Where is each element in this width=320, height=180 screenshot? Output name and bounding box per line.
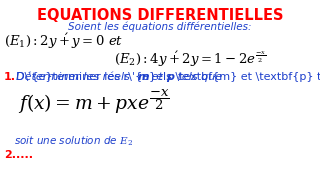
Text: tels que: tels que [174,72,222,82]
Text: soit une solution de $E_2$: soit une solution de $E_2$ [14,135,133,148]
Text: D\'{e}terminer les r\'{e}els \textbf{m} et \textbf{p} tels que: D\'{e}terminer les r\'{e}els \textbf{m} … [16,72,320,82]
Text: et: et [148,72,166,82]
Text: p: p [166,72,174,82]
Text: Déterminer les réels: Déterminer les réels [16,72,133,82]
Text: $(E_2) : 4y\' + 2y = 1 - 2e^{\frac{-x}{2}}$: $(E_2) : 4y\' + 2y = 1 - 2e^{\frac{-x}{2… [114,50,266,69]
Text: $f(x) = m + pxe^{\dfrac{-x}{2}}$: $f(x) = m + pxe^{\dfrac{-x}{2}}$ [18,88,170,116]
Text: EQUATIONS DIFFERENTIELLES: EQUATIONS DIFFERENTIELLES [37,8,283,23]
Text: 2.....: 2..... [4,150,33,160]
Text: m: m [138,72,150,82]
Text: $(E_1) : 2y\' + y = 0\ \mathit{et}$: $(E_1) : 2y\' + y = 0\ \mathit{et}$ [4,32,123,51]
Text: 1.: 1. [4,72,16,82]
Text: Soient les équations différentielles:: Soient les équations différentielles: [68,21,252,32]
